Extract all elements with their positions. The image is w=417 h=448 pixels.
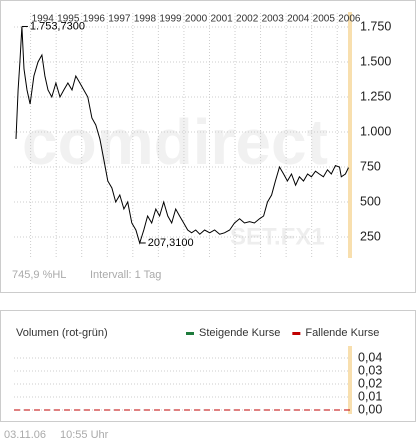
price-line	[15, 26, 349, 245]
watermark: comdirect	[22, 106, 328, 178]
y-tick-label: 1.250	[360, 89, 391, 103]
y-tick-label: 0,02	[358, 376, 382, 390]
legend-label: Steigende Kurse	[199, 327, 280, 339]
y-tick-label: 250	[360, 229, 381, 243]
x-tick-label: 1994	[32, 14, 55, 25]
axis-band	[348, 12, 352, 258]
x-tick-label: 2001	[210, 14, 233, 25]
footer-time: 10:55 Uhr	[60, 429, 109, 441]
y-tick-label: 1.000	[360, 124, 391, 138]
y-tick-label: 0,00	[358, 402, 382, 416]
x-tick-label: 1995	[57, 14, 80, 25]
x-tick-label: 2005	[313, 14, 336, 25]
axis-band	[348, 346, 352, 414]
y-tick-label: 750	[360, 159, 381, 173]
x-tick-label: 2004	[287, 14, 310, 25]
y-tick-label: 1.750	[360, 19, 391, 33]
x-tick-label: 2000	[185, 14, 208, 25]
x-tick-label: 1999	[159, 14, 182, 25]
y-tick-label: 0,01	[358, 389, 382, 403]
annotation: 1.753,7300	[30, 20, 85, 32]
footer-date: 03.11.06	[4, 429, 46, 441]
chart-title: Volumen (rot-grün)	[16, 327, 108, 339]
legend-swatch	[292, 332, 301, 335]
y-tick-label: 1.500	[360, 54, 391, 68]
legend-swatch	[186, 332, 194, 335]
x-tick-label: 1997	[108, 14, 131, 25]
volume-panel	[0, 310, 416, 422]
price-panel	[0, 0, 416, 293]
info: Intervall: 1 Tag	[90, 269, 161, 281]
x-tick-label: 1998	[134, 14, 157, 25]
x-tick-label: 2002	[236, 14, 259, 25]
legend-label: Fallende Kurse	[305, 327, 379, 339]
x-tick-label: 1996	[83, 14, 106, 25]
y-tick-label: 500	[360, 194, 381, 208]
watermark: SET.FX1	[230, 223, 325, 250]
info: 745,9 %HL	[12, 269, 66, 281]
annotation: 207,3100	[148, 237, 194, 249]
y-tick-label: 0,03	[358, 363, 382, 377]
x-tick-label: 2003	[262, 14, 285, 25]
x-tick-label: 2006	[338, 14, 361, 25]
y-tick-label: 0,04	[358, 350, 382, 364]
